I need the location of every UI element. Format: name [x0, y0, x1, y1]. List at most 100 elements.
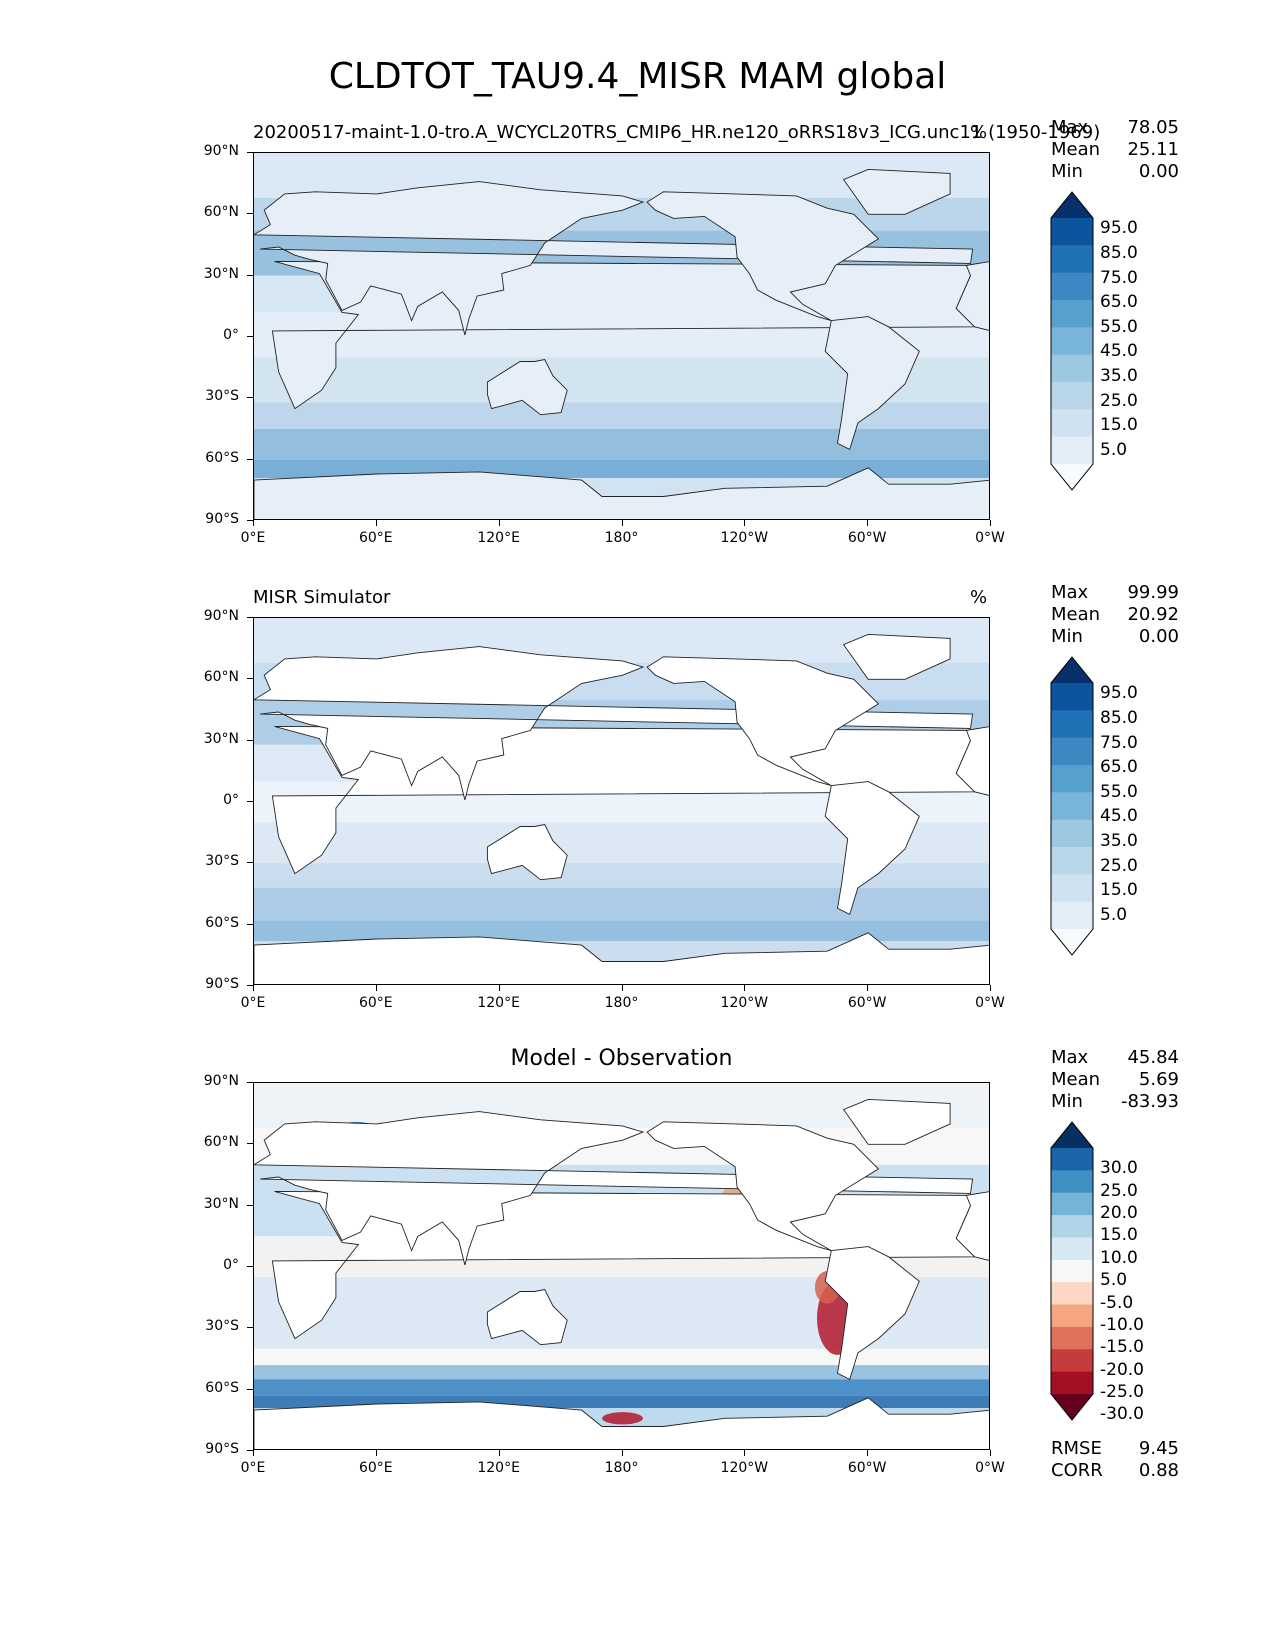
coastline-north-america — [646, 1121, 880, 1252]
lat-tick-mark — [247, 152, 253, 153]
lon-tick-label: 60°W — [847, 530, 887, 546]
lon-tick-label: 0°E — [240, 530, 266, 546]
colorbar-outline — [1050, 191, 1094, 491]
stat-value: 5.69 — [1138, 1069, 1179, 1090]
stats-block: Max 45.84 Mean 5.69 Min -83.93 — [1051, 1047, 1179, 1113]
lat-tick-mark — [247, 739, 253, 741]
colorbar-tick-label: 5.0 — [1100, 904, 1128, 925]
lon-tick-mark — [621, 520, 623, 526]
colorbar-segment — [1051, 1349, 1093, 1373]
colorbar-outline — [1050, 1121, 1094, 1421]
colorbar-tick-label: 35.0 — [1100, 365, 1138, 386]
lat-tick-label: 30°S — [205, 388, 239, 405]
colorbar-tick-label: 75.0 — [1100, 267, 1138, 288]
stat-min: Min 0.00 — [1051, 161, 1179, 183]
stat-label: Max — [1051, 1047, 1089, 1068]
panel-left-title: MISR Simulator — [253, 587, 391, 608]
coastline-greenland — [842, 1098, 951, 1145]
lon-tick-mark — [375, 1450, 377, 1456]
lat-tick-label: 60°S — [205, 1379, 239, 1396]
colorbar-tick-label: 25.0 — [1100, 1180, 1138, 1201]
lon-tick-mark — [621, 985, 623, 991]
lon-tick-mark — [498, 1450, 500, 1456]
lon-tick-label: 120°E — [477, 1460, 520, 1476]
colorbar-segment — [1051, 245, 1093, 274]
colorbar-segment — [1051, 1282, 1093, 1306]
lat-tick-mark — [247, 397, 253, 399]
lat-tick-mark — [247, 1143, 253, 1145]
colorbar-tick-label: -15.0 — [1100, 1337, 1144, 1358]
lon-tick-label: 120°W — [720, 995, 769, 1011]
lon-tick-label: 180° — [604, 530, 639, 546]
lat-tick-label: 90°S — [205, 511, 239, 527]
colorbar-segment — [1051, 1215, 1093, 1238]
lat-tick-mark — [247, 985, 253, 986]
stat-value: 99.99 — [1127, 582, 1179, 603]
colorbar — [1050, 656, 1094, 956]
colorbar-segment — [1051, 819, 1093, 848]
field-band — [254, 1365, 989, 1380]
lat-tick-label: 30°N — [203, 265, 239, 282]
metric-label: CORR — [1051, 1460, 1103, 1481]
lat-tick-label: 0° — [223, 792, 239, 808]
colorbar-tick-label: 15.0 — [1100, 415, 1138, 436]
lat-tick-mark — [247, 862, 253, 864]
lon-tick-label: 0°W — [975, 530, 1005, 546]
lon-tick-mark — [867, 1450, 869, 1456]
colorbar-tick-label: 75.0 — [1100, 732, 1138, 753]
lat-tick-mark — [247, 801, 253, 802]
map-axes — [253, 152, 990, 520]
colorbar-tick-label: 15.0 — [1100, 880, 1138, 901]
colorbar-tick-label: 95.0 — [1100, 683, 1138, 704]
lat-tick-label: 60°N — [203, 669, 239, 686]
lon-tick-mark — [498, 985, 500, 991]
field-band — [254, 887, 989, 921]
lat-tick-mark — [247, 617, 253, 618]
lon-tick-label: 60°W — [847, 1460, 887, 1476]
colorbar-tick-label: 65.0 — [1100, 292, 1138, 313]
panel-center-title: Model - Observation — [510, 1046, 733, 1071]
coastline-north-america — [646, 191, 880, 322]
colorbar-tick-label: 95.0 — [1100, 218, 1138, 239]
stat-max: Max 78.05 — [1051, 117, 1179, 139]
lon-tick-mark — [744, 985, 746, 991]
lon-tick-label: 0°E — [240, 1460, 266, 1476]
colorbar-segment — [1051, 354, 1093, 383]
colorbar-tick-label: -20.0 — [1100, 1359, 1144, 1380]
colorbar-tick-label: -10.0 — [1100, 1314, 1144, 1335]
colorbar-tick-label: 5.0 — [1100, 439, 1128, 460]
stat-value: 0.00 — [1138, 161, 1179, 182]
stat-label: Max — [1051, 117, 1089, 138]
lon-tick-mark — [744, 1450, 746, 1456]
lat-tick-label: 30°N — [203, 730, 239, 747]
coastline-antarctica — [254, 1397, 989, 1449]
stat-label: Min — [1051, 161, 1083, 182]
colorbar-segment — [1051, 1192, 1093, 1216]
coastline-africa-wrap — [955, 726, 989, 796]
lon-tick-label: 120°W — [720, 1460, 769, 1476]
colorbar-tick-label: 85.0 — [1100, 242, 1138, 263]
stat-mean: Mean 20.92 — [1051, 604, 1179, 626]
lat-tick-label: 60°S — [205, 449, 239, 466]
stat-value: 20.92 — [1127, 604, 1179, 625]
stat-label: Min — [1051, 1091, 1083, 1112]
colorbar-segment — [1051, 327, 1093, 356]
colorbar-tick-label: -5.0 — [1100, 1292, 1134, 1313]
stat-max: Max 45.84 — [1051, 1047, 1179, 1069]
colorbar-segment — [1051, 1371, 1093, 1395]
field-band — [254, 920, 989, 942]
lat-tick-label: 90°N — [203, 143, 239, 159]
colorbar-segment — [1051, 847, 1093, 875]
colorbar-segment — [1051, 272, 1093, 301]
lat-tick-label: 30°N — [203, 1195, 239, 1212]
panel-units: % — [970, 587, 988, 608]
lat-tick-label: 60°N — [203, 204, 239, 221]
colorbar-segment — [1051, 765, 1093, 793]
colorbar-segment — [1051, 737, 1093, 766]
map-field — [254, 618, 989, 984]
lon-tick-label: 120°W — [720, 530, 769, 546]
colorbar-segment — [1051, 1259, 1093, 1283]
colorbar-tick-label: 35.0 — [1100, 830, 1138, 851]
lat-tick-mark — [247, 1388, 253, 1390]
lat-tick-mark — [247, 1327, 253, 1329]
